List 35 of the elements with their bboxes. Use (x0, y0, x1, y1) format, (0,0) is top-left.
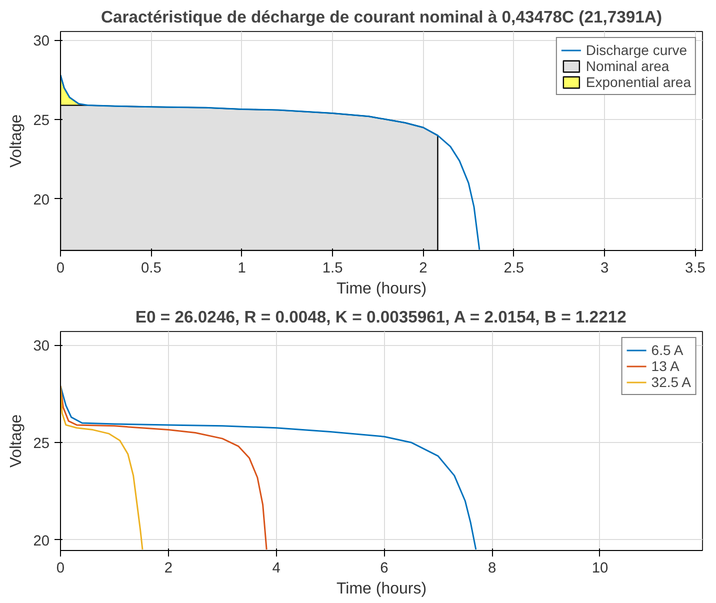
x-tick-label: 2 (164, 560, 172, 576)
x-tick-label: 4 (272, 560, 280, 576)
x-tick-label: 10 (592, 560, 608, 576)
chart-title: E0 = 26.0246, R = 0.0048, K = 0.0035961, A = 2.0154, B = 1.2212 (135, 308, 626, 326)
line-series (60, 74, 480, 250)
legend-label: Exponential area (586, 74, 691, 90)
legend-label: Discharge curve (586, 42, 688, 58)
x-axis-title: Time (hours) (336, 580, 427, 598)
x-tick-label: 6 (380, 560, 388, 576)
legend-label: 6.5 A (651, 342, 684, 358)
line-series (60, 385, 477, 550)
x-tick-label: 0.5 (140, 260, 162, 276)
y-tick-label: 20 (33, 192, 50, 208)
x-tick-label: 3.5 (685, 260, 706, 276)
chart-title: Caractéristique de décharge de courant nominal à 0,43478C (21,7391A) (101, 8, 662, 26)
y-tick-label: 30 (33, 338, 50, 355)
y-axis-title: Voltage (8, 414, 26, 468)
y-tick-label: 30 (33, 34, 50, 50)
x-tick-label: 0 (56, 560, 65, 576)
y-axis-title: Voltage (8, 114, 26, 168)
x-tick-label: 2 (419, 260, 428, 276)
y-tick-label: 20 (33, 533, 50, 550)
line-series (60, 385, 144, 550)
legend-label: Nominal area (586, 58, 670, 74)
x-tick-label: 1.5 (322, 260, 343, 276)
x-tick-label: 0 (56, 260, 65, 276)
x-tick-label: 2.5 (504, 260, 524, 276)
y-tick-label: 25 (33, 113, 50, 130)
x-tick-label: 1 (238, 260, 246, 276)
x-tick-label: 8 (488, 560, 496, 576)
legend-label: 13 A (651, 358, 680, 374)
x-axis-title: Time (hours) (336, 280, 427, 298)
y-tick-label: 25 (33, 436, 50, 452)
x-tick-label: 3 (600, 260, 609, 276)
legend-label: 32.5 A (651, 374, 691, 390)
